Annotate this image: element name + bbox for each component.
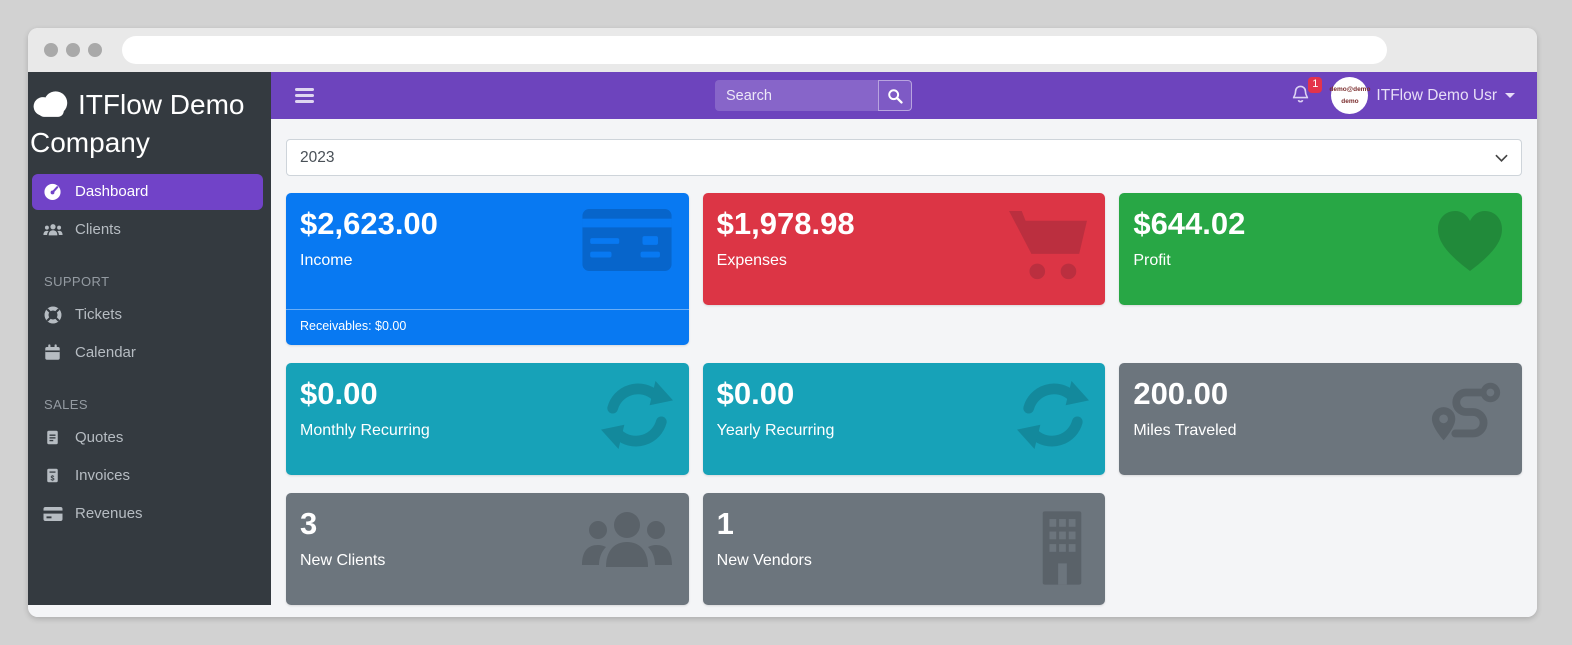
chevron-down-icon [1495, 154, 1508, 162]
users-icon [42, 223, 63, 237]
avatar-text: demo@demo [1329, 86, 1371, 94]
file-lines-icon [42, 428, 63, 447]
navbar-right: 1 demo@demo demo ITFlow Demo Usr [1291, 77, 1515, 114]
brand-label: ITFlow Demo Company [30, 89, 245, 158]
income-label: Income [300, 252, 353, 269]
window-maximize-button[interactable] [88, 43, 102, 57]
sidebar-item-label: Tickets [75, 306, 122, 324]
search-group [715, 80, 912, 111]
sidebar-item-label: Revenues [75, 505, 143, 523]
expenses-card[interactable]: $1,978.98 Expenses [702, 193, 1106, 305]
window-controls [44, 43, 102, 57]
sidebar-item-tickets[interactable]: Tickets [32, 297, 263, 333]
monthly-recurring-label: Monthly Recurring [300, 422, 430, 439]
new-vendors-value: 1 [716, 506, 734, 541]
year-select-value: 2023 [300, 148, 335, 166]
sidebar-item-label: Clients [75, 221, 121, 239]
life-ring-icon [42, 306, 63, 324]
hamburger-menu-button[interactable] [293, 84, 316, 107]
cloud-icon [33, 91, 68, 117]
top-navbar: 1 demo@demo demo ITFlow Demo Usr [271, 72, 1537, 119]
sidebar-section-sales: SALES [44, 396, 88, 412]
new-vendors-card[interactable]: 1 New Vendors [702, 493, 1106, 605]
new-clients-value: 3 [300, 506, 318, 541]
user-menu-button[interactable]: demo@demo demo ITFlow Demo Usr [1329, 77, 1515, 114]
url-bar[interactable] [122, 36, 1387, 64]
users-group-icon [581, 509, 673, 576]
sidebar-item-label: Calendar [75, 344, 136, 362]
new-vendors-label: New Vendors [716, 552, 812, 569]
notification-badge: 1 [1308, 77, 1323, 93]
sidebar-item-quotes[interactable]: Quotes [32, 420, 263, 456]
yearly-recurring-label: Yearly Recurring [716, 422, 835, 439]
monthly-recurring-card[interactable]: $0.00 Monthly Recurring [286, 363, 689, 475]
profit-label: Profit [1133, 252, 1171, 269]
expenses-label: Expenses [716, 252, 787, 269]
sidebar-item-label: Invoices [75, 467, 131, 485]
expenses-value: $1,978.98 [716, 206, 855, 241]
browser-window: ITFlow Demo Company Dashboard [28, 28, 1537, 617]
svg-text:$: $ [51, 474, 55, 482]
search-button[interactable] [878, 80, 912, 111]
avatar: demo@demo demo [1329, 77, 1371, 114]
window-minimize-button[interactable] [66, 43, 80, 57]
sync-icon [600, 379, 673, 456]
search-input[interactable] [715, 80, 878, 111]
building-icon [1035, 509, 1089, 590]
notifications-button[interactable]: 1 [1291, 77, 1323, 109]
shopping-cart-icon [1007, 209, 1089, 290]
year-select[interactable]: 2023 [286, 139, 1522, 176]
profit-card[interactable]: $644.02 Profit [1119, 193, 1522, 305]
miles-traveled-card[interactable]: 200.00 Miles Traveled [1119, 363, 1522, 475]
credit-card-icon [581, 209, 673, 276]
new-clients-label: New Clients [300, 552, 386, 569]
miles-traveled-value: 200.00 [1133, 376, 1229, 411]
window-close-button[interactable] [44, 43, 58, 57]
sidebar-item-calendar[interactable]: Calendar [32, 335, 263, 371]
sidebar-section-support: SUPPORT [44, 273, 110, 289]
route-icon [1428, 379, 1506, 450]
monthly-recurring-value: $0.00 [300, 376, 378, 411]
sidebar-item-label: Dashboard [75, 183, 149, 201]
miles-traveled-label: Miles Traveled [1133, 422, 1237, 439]
app-frame: ITFlow Demo Company Dashboard [28, 72, 1537, 617]
sync-icon [1017, 379, 1090, 456]
main-area: 1 demo@demo demo ITFlow Demo Usr 2023 [271, 72, 1537, 617]
income-card[interactable]: $2,623.00 Income R [286, 193, 689, 345]
brand[interactable]: ITFlow Demo Company [28, 72, 271, 174]
sidebar-item-clients[interactable]: Clients [32, 212, 263, 248]
new-clients-card[interactable]: 3 New Clients [286, 493, 689, 605]
sidebar-item-dashboard[interactable]: Dashboard [32, 173, 263, 210]
income-value: $2,623.00 [300, 206, 438, 241]
bell-icon [1293, 85, 1309, 103]
search-icon [888, 88, 903, 104]
calendar-icon [42, 343, 63, 362]
stat-cards-grid: $2,623.00 Income R [286, 193, 1522, 605]
heart-icon [1434, 209, 1506, 278]
sidebar-item-revenues[interactable]: Revenues [32, 496, 263, 532]
sidebar: ITFlow Demo Company Dashboard [28, 72, 271, 605]
dashboard-content: 2023 $2,623.00 Income [271, 119, 1537, 617]
tachometer-icon [42, 182, 63, 201]
user-name: ITFlow Demo Usr [1376, 86, 1497, 104]
profit-value: $644.02 [1133, 206, 1246, 241]
yearly-recurring-value: $0.00 [716, 376, 795, 411]
chevron-down-icon [1505, 92, 1515, 103]
sidebar-item-invoices[interactable]: $ Invoices [32, 458, 263, 494]
sidebar-item-label: Quotes [75, 429, 124, 447]
avatar-text: demo [1341, 97, 1359, 105]
yearly-recurring-card[interactable]: $0.00 Yearly Recurring [702, 363, 1106, 475]
credit-card-icon [42, 504, 63, 524]
file-invoice-dollar-icon: $ [42, 466, 63, 485]
income-receivables: Receivables: $0.00 [286, 309, 689, 345]
browser-toolbar [28, 28, 1537, 72]
